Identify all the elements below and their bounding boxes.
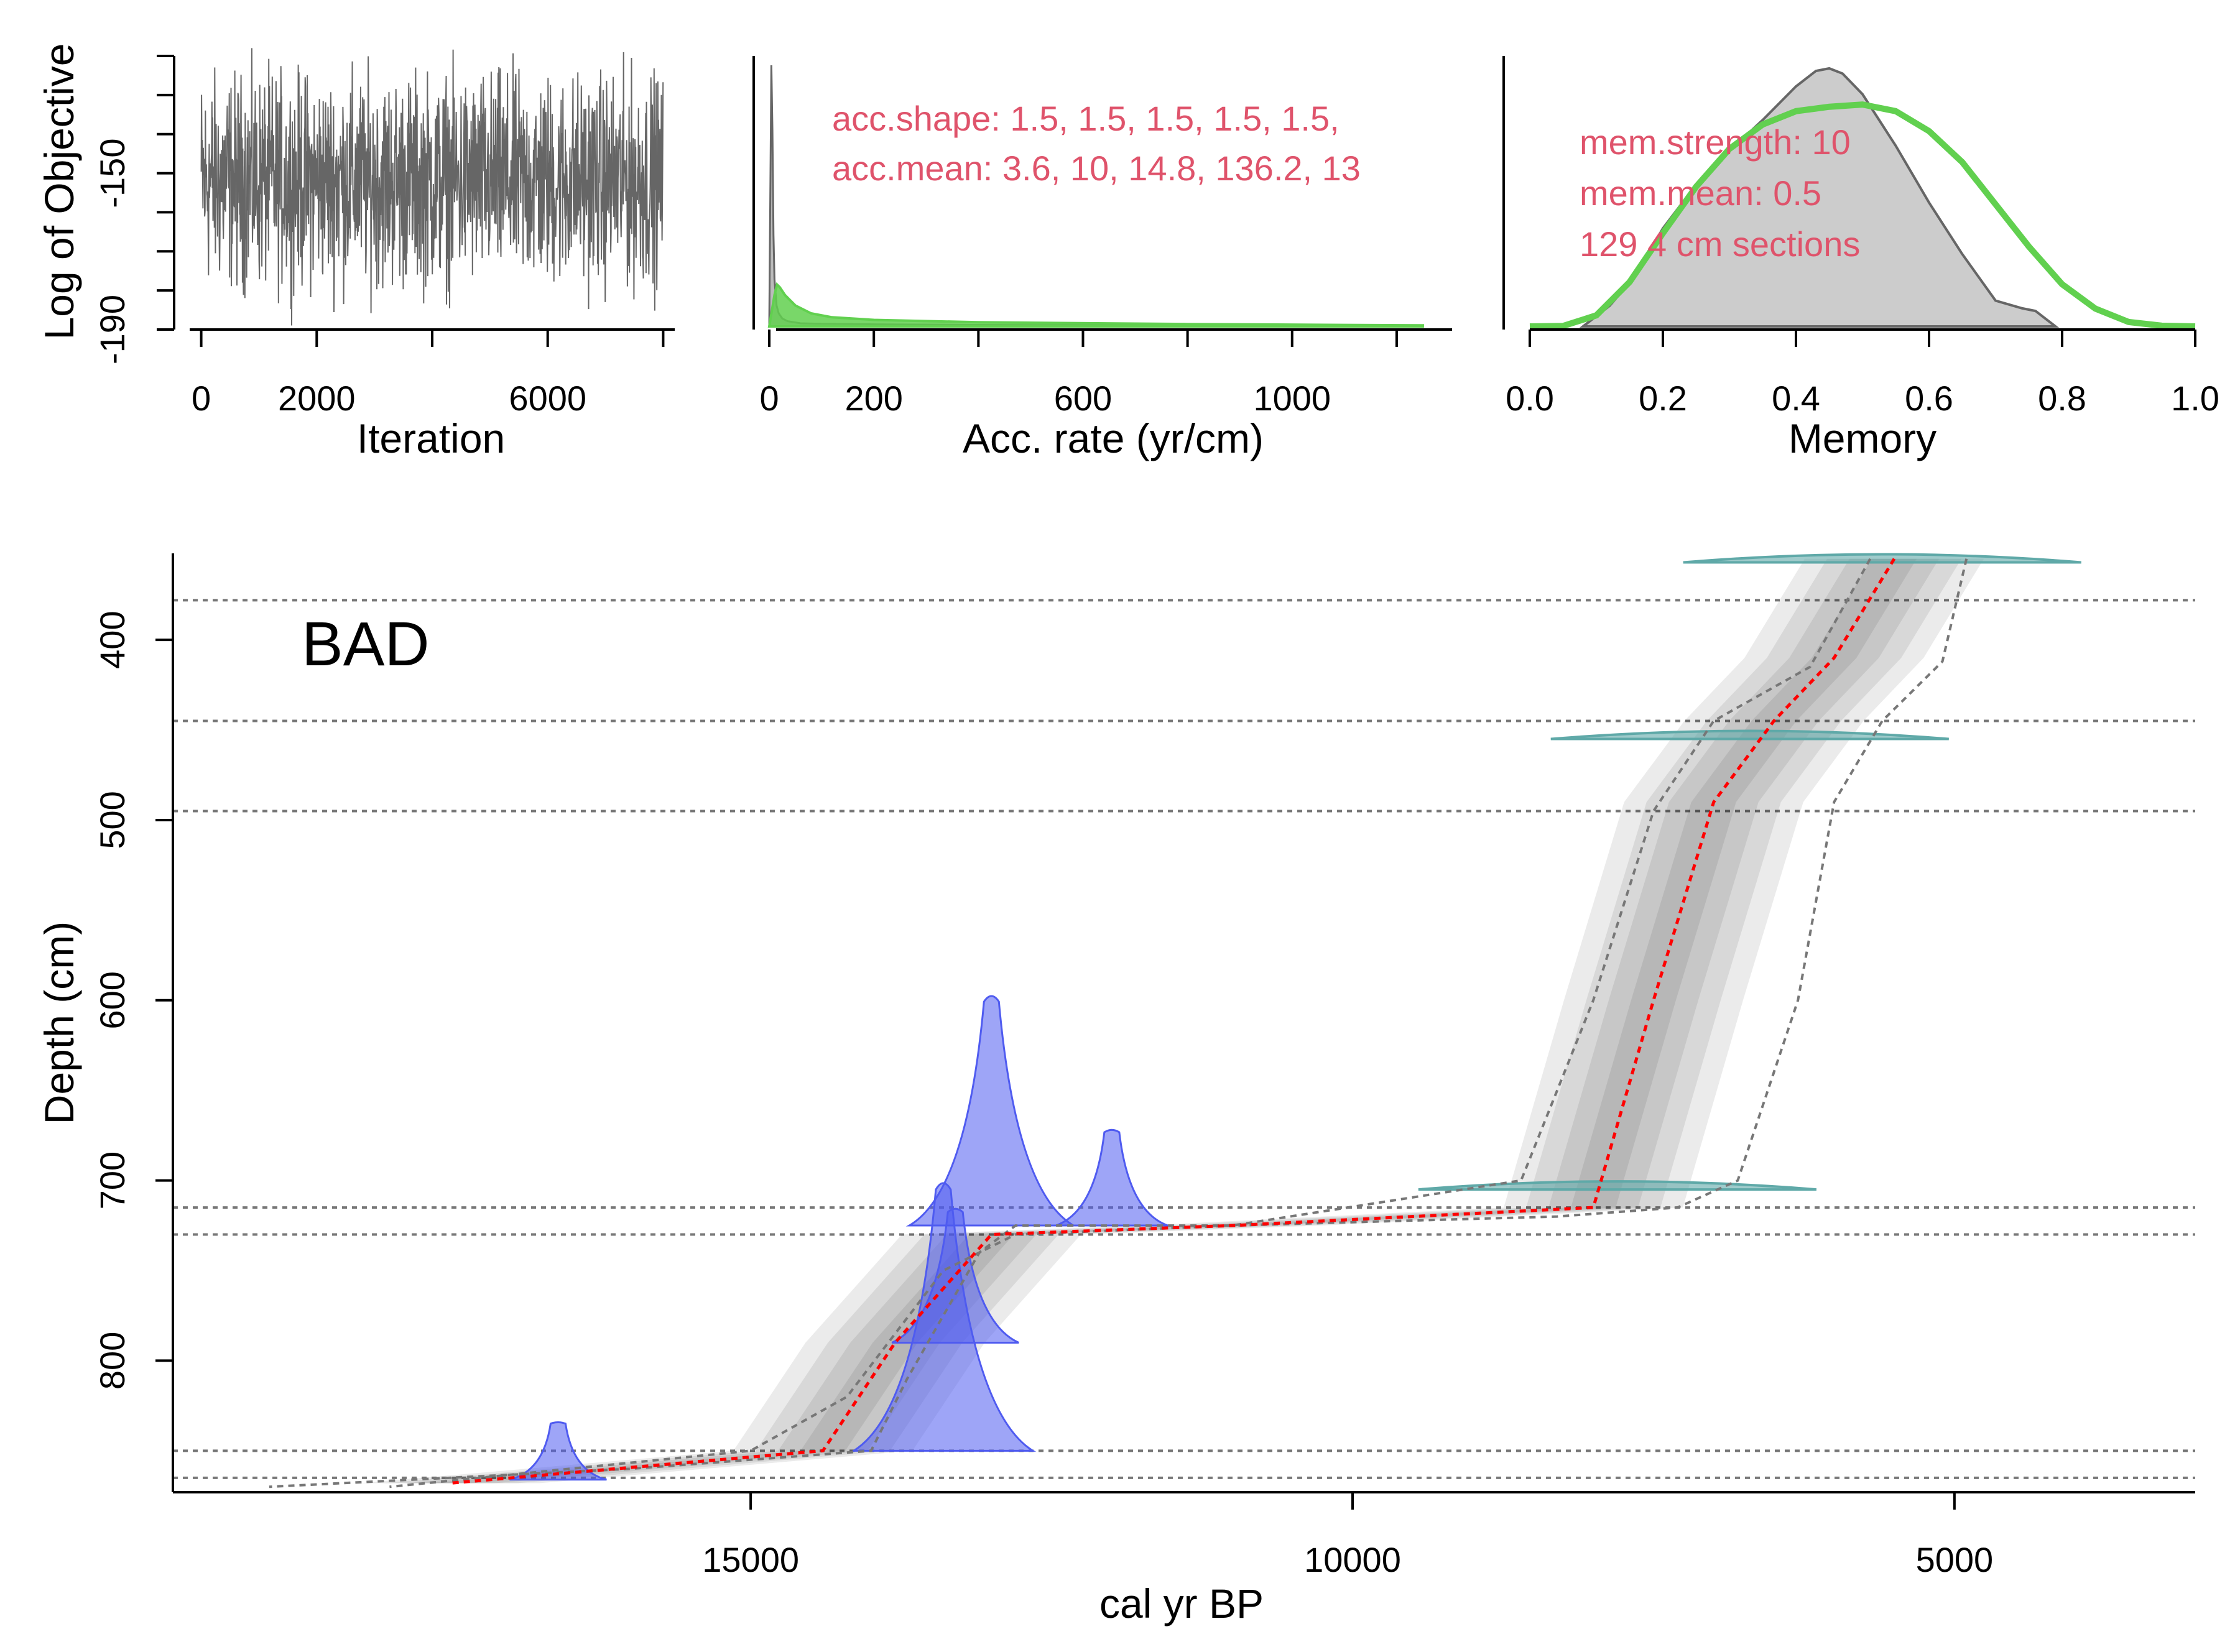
iteration-x-tick-label: 6000: [509, 379, 586, 418]
age-tick-label: 5000: [1916, 1540, 1994, 1579]
memory-x-tick-label: 1.0: [2171, 379, 2219, 418]
mem-mean-annotation: mem.mean: 0.5: [1580, 173, 1821, 213]
iteration-x-label: Iteration: [357, 415, 505, 461]
iteration-x-ticks: 0 2000 6000: [192, 330, 665, 418]
memory-curves: [1529, 67, 2196, 330]
acc-x-tick-label: 600: [1054, 379, 1112, 418]
acc-rate-x-ticks: 0 200 600 1000: [759, 330, 1398, 418]
iteration-x-tick-label: 2000: [278, 379, 356, 418]
age-model-cloud-band: [405, 558, 1940, 1484]
hiatus-lines: [173, 599, 2195, 1479]
acc-prior-curve: [767, 282, 1425, 328]
age-depth-panel: 400 500 600 700 800 15000 10000 5000 cal yr BP…: [36, 553, 2195, 1627]
calibrated-dates: [509, 553, 2081, 1481]
memory-x-ticks: 0.0 0.2 0.4 0.6 0.8 1.0: [1506, 330, 2219, 418]
depth-ticks: 400 500 600 700 800: [93, 611, 173, 1390]
memory-x-tick-label: 0.0: [1506, 379, 1554, 418]
acc-shape-annotation: acc.shape: 1.5, 1.5, 1.5, 1.5, 1.5,: [832, 99, 1340, 138]
calibrated-date-distribution: [905, 995, 1077, 1227]
sections-annotation: 129 4 cm sections: [1580, 224, 1860, 264]
depth-tick-label: 400: [93, 611, 132, 668]
calibrated-date-distribution: [891, 1207, 1019, 1344]
mem-strength-annotation: mem.strength: 10: [1580, 122, 1851, 162]
memory-panel: 0.0 0.2 0.4 0.6 0.8 1.0 Memory mem.strength: …: [1502, 56, 2219, 461]
depth-tick-label: 500: [93, 791, 132, 849]
calibrated-date-distribution: [1055, 1128, 1168, 1227]
memory-x-label: Memory: [1788, 415, 1937, 461]
radiocarbon-date-distribution: [1418, 1180, 1817, 1191]
age-tick-label: 15000: [702, 1540, 799, 1579]
age-tick-label: 10000: [1304, 1540, 1401, 1579]
iteration-y-ticks: -190 -150: [93, 55, 174, 364]
iteration-panel: -190 -150 0 2000 6000 Iteration Log of Obje…: [36, 44, 675, 461]
age-model-cloud-band: [360, 558, 1984, 1484]
calibrated-date-distribution: [509, 1421, 607, 1481]
depth-tick-label: 600: [93, 971, 132, 1029]
age-model-cloud-band: [382, 558, 1962, 1484]
memory-x-tick-label: 0.2: [1639, 379, 1687, 418]
core-name-label: BAD: [302, 609, 430, 679]
acc-rate-panel: 0 200 600 1000 Acc. rate (yr/cm) acc.shape:…: [752, 56, 1452, 461]
memory-x-tick-label: 0.6: [1905, 379, 1953, 418]
memory-prior-curve: [1529, 101, 2196, 330]
depth-y-label: Depth (cm): [36, 921, 82, 1124]
acc-rate-curves: [767, 65, 1425, 328]
iteration-y-tick-label: -190: [93, 295, 132, 364]
depth-tick-label: 700: [93, 1151, 132, 1209]
acc-rate-x-label: Acc. rate (yr/cm): [963, 415, 1264, 461]
age-median-line: [449, 558, 1896, 1485]
age-ticks: 15000 10000 5000: [702, 1492, 1993, 1579]
radiocarbon-date-distribution: [1683, 553, 2081, 564]
iteration-trace: [200, 48, 664, 326]
acc-x-tick-label: 1000: [1253, 379, 1331, 418]
iteration-y-label: Log of Objective: [36, 44, 82, 340]
age-range-lower-line: [269, 558, 1872, 1488]
iteration-x-tick-label: 0: [192, 379, 211, 418]
acc-x-tick-label: 0: [759, 379, 779, 418]
acc-x-tick-label: 200: [844, 379, 902, 418]
memory-x-tick-label: 0.8: [2038, 379, 2086, 418]
memory-x-tick-label: 0.4: [1772, 379, 1820, 418]
iteration-trace-line: [200, 48, 664, 326]
age-range-upper-line: [389, 558, 1968, 1488]
depth-tick-label: 800: [93, 1332, 132, 1390]
age-model-lines: [269, 558, 1968, 1488]
radiocarbon-date-distribution: [1550, 729, 1949, 741]
acc-mean-annotation: acc.mean: 3.6, 10, 14.8, 136.2, 13: [832, 149, 1361, 188]
age-model-cloud: [360, 558, 1984, 1484]
iteration-y-tick-label: -150: [93, 139, 132, 208]
age-x-label: cal yr BP: [1099, 1580, 1264, 1627]
